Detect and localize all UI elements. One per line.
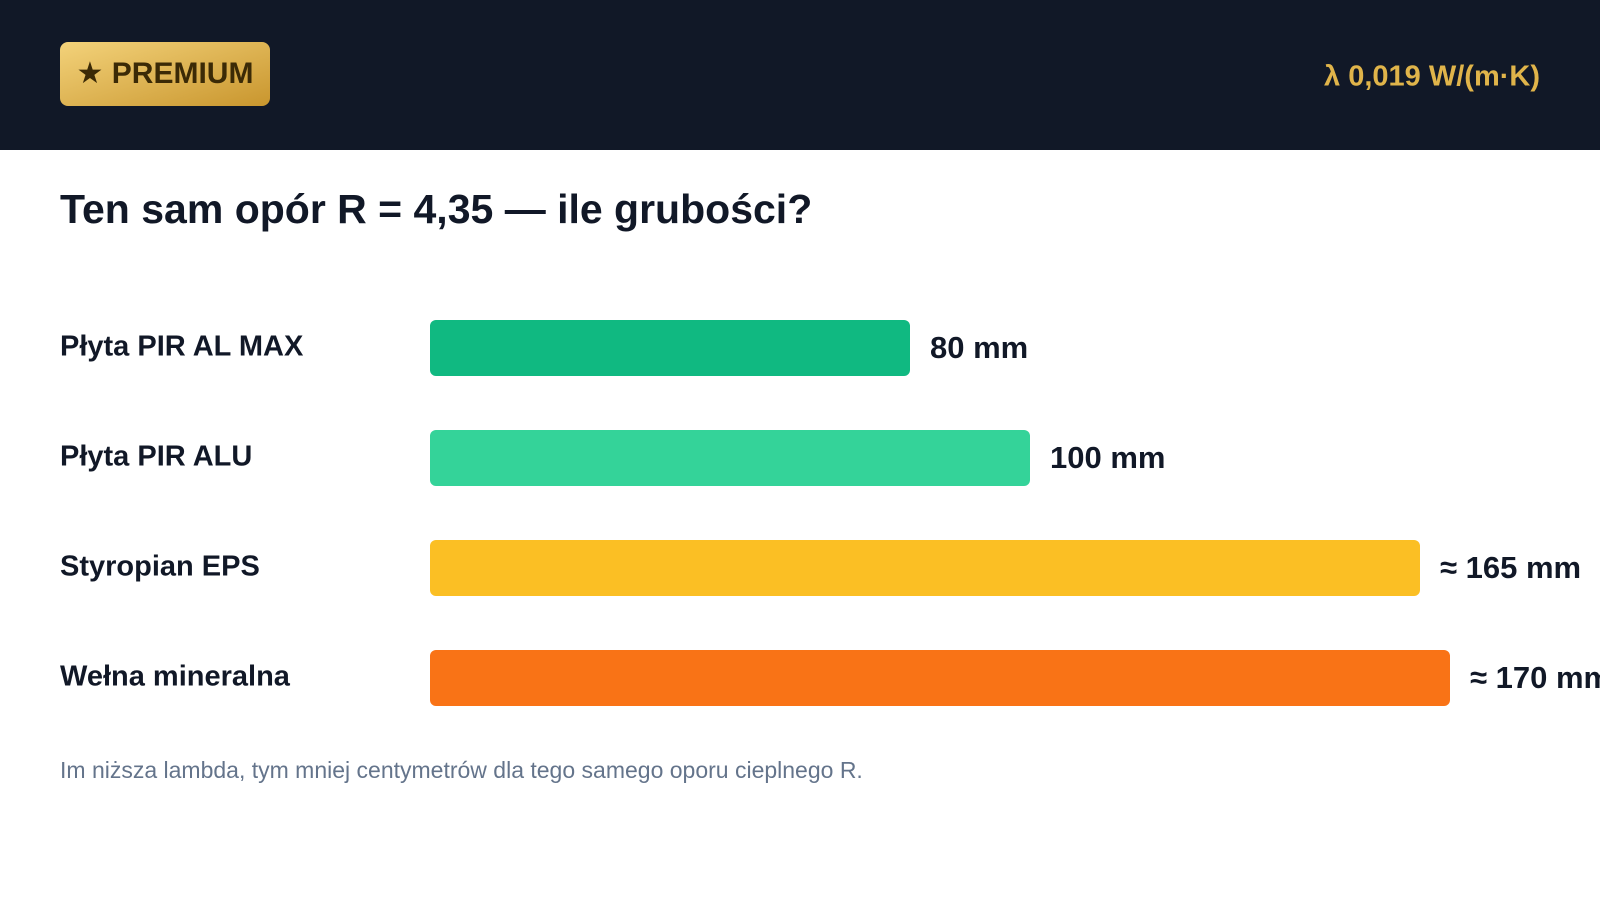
chart-title: Ten sam opór R = 4,35 — ile grubości? [60,186,812,232]
value-label: ≈ 165 mm [1440,550,1581,585]
bar [430,540,1420,596]
category-label: Płyta PIR ALU [60,441,252,473]
footnote: Im niższa lambda, tym mniej centymetrów … [60,757,863,783]
bar [430,320,910,376]
value-label: 100 mm [1050,440,1165,475]
premium-badge [60,42,270,106]
category-label: Wełna mineralna [60,661,291,693]
badge-text: ★ PREMIUM [77,57,254,90]
value-label: ≈ 170 mm [1470,660,1600,695]
lambda-value: λ 0,019 W/(m·K) [1324,61,1540,93]
value-label: 80 mm [930,330,1028,365]
bar [430,430,1030,486]
bar [430,650,1450,706]
category-label: Styropian EPS [60,551,260,583]
category-label: Płyta PIR AL MAX [60,331,304,363]
